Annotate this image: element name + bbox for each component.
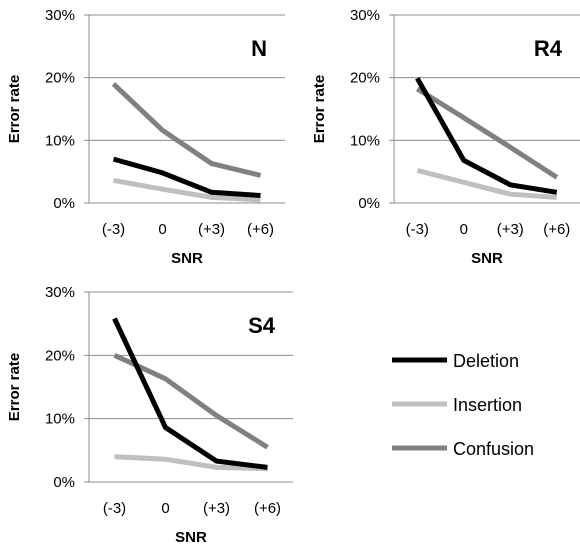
y-tick-label: 10% bbox=[350, 132, 380, 149]
series-line-confusion bbox=[111, 82, 262, 178]
legend-label: Deletion bbox=[453, 351, 519, 371]
x-tick-label: (+6) bbox=[543, 221, 570, 238]
chart-panel-r4: 0% 10% 20% 30% (-3) 0 (+3) (+6) SNR Error rate R4 bbox=[311, 7, 580, 267]
y-tick-label: 20% bbox=[45, 347, 75, 364]
chart-panel-n: 0% 10% 20% 30% (-3) 0 (+3) (+6) SNR Error rate N bbox=[6, 7, 285, 267]
y-tick-label: 0% bbox=[358, 195, 380, 212]
series-line-deletion bbox=[415, 77, 558, 195]
y-tick-label: 0% bbox=[53, 195, 75, 212]
legend-label: Insertion bbox=[453, 395, 522, 415]
y-axis-label: Error rate bbox=[6, 75, 23, 143]
y-tick-label: 30% bbox=[45, 284, 75, 301]
legend-item-confusion: Confusion bbox=[392, 439, 534, 459]
chart-panel-s4: 0% 10% 20% 30% (-3) 0 (+3) (+6) SNR Error rate S4 bbox=[6, 284, 293, 546]
legend-item-deletion: Deletion bbox=[392, 351, 519, 371]
x-tick-label: 0 bbox=[161, 500, 169, 517]
x-tick-label: 0 bbox=[158, 221, 166, 238]
y-tick-label: 10% bbox=[45, 411, 75, 428]
y-axis-label: Error rate bbox=[311, 75, 328, 143]
legend-item-insertion: Insertion bbox=[392, 395, 522, 415]
x-tick-label: (+3) bbox=[497, 221, 524, 238]
x-axis-label: SNR bbox=[471, 250, 503, 267]
x-axis-label: SNR bbox=[171, 250, 203, 267]
x-tick-label: (+3) bbox=[203, 500, 230, 517]
y-tick-label: 20% bbox=[350, 70, 380, 87]
x-tick-label: (+3) bbox=[198, 221, 225, 238]
x-axis-label: SNR bbox=[175, 529, 207, 546]
legend-label: Confusion bbox=[453, 439, 534, 459]
x-tick-label: (-3) bbox=[102, 221, 125, 238]
series-line-insertion bbox=[114, 454, 268, 472]
panel-title: N bbox=[251, 36, 267, 61]
series-line-deletion bbox=[112, 317, 268, 470]
x-tick-label: (-3) bbox=[103, 500, 126, 517]
panel-title: S4 bbox=[248, 313, 276, 338]
y-axis-label: Error rate bbox=[6, 353, 23, 421]
x-tick-label: (-3) bbox=[406, 221, 429, 238]
series-line-confusion bbox=[415, 86, 559, 180]
y-tick-label: 0% bbox=[53, 474, 75, 491]
y-tick-label: 30% bbox=[45, 7, 75, 24]
x-tick-label: (+6) bbox=[254, 500, 281, 517]
y-tick-label: 30% bbox=[350, 7, 380, 24]
legend: Deletion Insertion Confusion bbox=[392, 351, 534, 459]
series-line-confusion bbox=[113, 353, 269, 450]
x-tick-label: 0 bbox=[460, 221, 468, 238]
series-line-insertion bbox=[416, 167, 557, 200]
y-tick-label: 20% bbox=[45, 70, 75, 87]
x-tick-label: (+6) bbox=[247, 221, 274, 238]
y-tick-label: 10% bbox=[45, 132, 75, 149]
series-line-insertion bbox=[113, 177, 261, 203]
series-line-deletion bbox=[112, 156, 261, 198]
panel-title: R4 bbox=[534, 36, 563, 61]
